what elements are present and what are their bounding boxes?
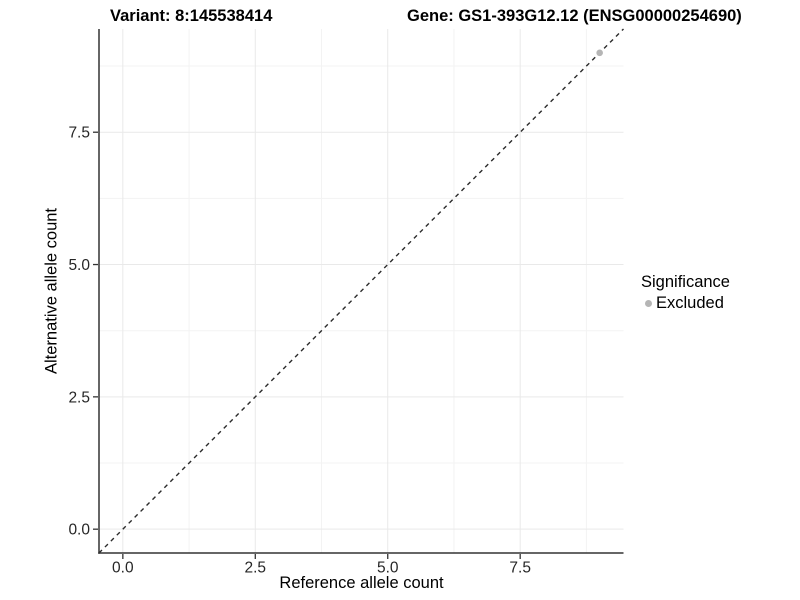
data-point-excluded [596,49,603,57]
legend-item-label: Excluded [656,294,724,312]
x-axis-title: Reference allele count [279,574,444,592]
x-tick-label: 5.0 [377,560,399,577]
y-tick-label: 5.0 [68,257,90,274]
plot-title-variant: Variant: 8:145538414 [110,7,273,25]
x-tick-label: 2.5 [245,560,267,577]
excluded-point-icon [645,300,652,307]
y-tick-label: 0.0 [68,522,90,539]
y-tick-label: 7.5 [68,125,90,142]
y-tick-label: 2.5 [68,389,90,406]
identity-line [98,28,624,554]
y-axis-title: Alternative allele count [42,207,61,375]
legend-title: Significance [641,273,730,291]
x-tick-label: 7.5 [509,560,531,577]
plot-title-gene: Gene: GS1-393G12.12 (ENSG00000254690) [407,7,742,25]
legend-item-excluded: Excluded [645,294,724,313]
x-tick-label: 0.0 [112,560,134,577]
